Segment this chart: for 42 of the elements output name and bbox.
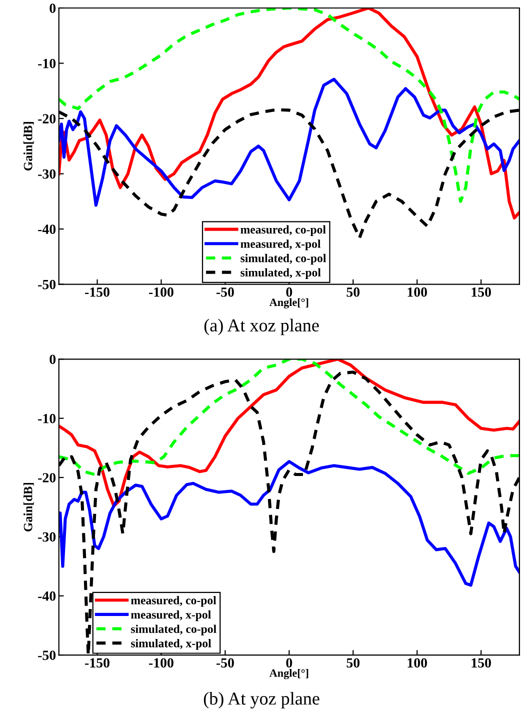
x-tick-label: -100 [149, 287, 174, 297]
y-tick-label: -50 [38, 280, 56, 290]
legend-label: simulated, co-pol [131, 624, 216, 636]
y-tick-label: -30 [38, 169, 56, 179]
y-tick-label: 0 [50, 4, 56, 13]
x-axis-title: Angle[°] [269, 669, 308, 680]
y-tick-label: -50 [38, 650, 56, 660]
y-axis-title: Gain[dB] [23, 122, 34, 171]
y-tick-label: -40 [38, 224, 56, 234]
text: (a) At xoz plane [204, 318, 319, 336]
y-tick-label: -40 [38, 591, 56, 601]
y-tick-label: -10 [38, 58, 56, 68]
y-tick-label: -30 [38, 532, 56, 542]
legend-label: measured, co-pol [130, 596, 216, 607]
x-tick-label: -50 [216, 658, 234, 668]
text: (b) At yoz plane [204, 692, 320, 708]
x-tick-label: -100 [149, 658, 174, 668]
legend-label: simulated, co-pol [240, 254, 326, 265]
y-tick-label: -10 [38, 414, 56, 424]
line-series [58, 460, 520, 587]
x-tick-label: 50 [346, 658, 360, 668]
x-tick-label: 50 [346, 287, 360, 297]
x-tick-label: 150 [472, 658, 491, 668]
x-tick-label: -150 [85, 658, 110, 668]
x-tick-label: 0 [286, 658, 292, 668]
y-axis-title: Gain[dB] [23, 483, 34, 532]
legend-label: measured, x-pol [240, 240, 321, 250]
y-tick-label: -20 [38, 473, 56, 482]
legend-label: simulated, x-pol [240, 268, 321, 279]
x-tick-label: 0 [286, 287, 292, 297]
x-axis-title: Angle[°] [269, 298, 308, 308]
x-tick-label: -150 [85, 287, 110, 297]
x-tick-label: 100 [408, 287, 427, 297]
legend-label: measured, x-pol [130, 610, 211, 622]
line-series [58, 78, 520, 207]
x-tick-label: -50 [216, 287, 234, 297]
legend-label: measured, co-pol [240, 225, 326, 236]
x-tick-label: 100 [408, 658, 427, 668]
y-tick-label: 0 [50, 354, 56, 364]
x-tick-label: 150 [472, 287, 491, 297]
y-tick-label: -20 [38, 114, 56, 124]
legend-label: simulated, x-pol [131, 639, 212, 650]
